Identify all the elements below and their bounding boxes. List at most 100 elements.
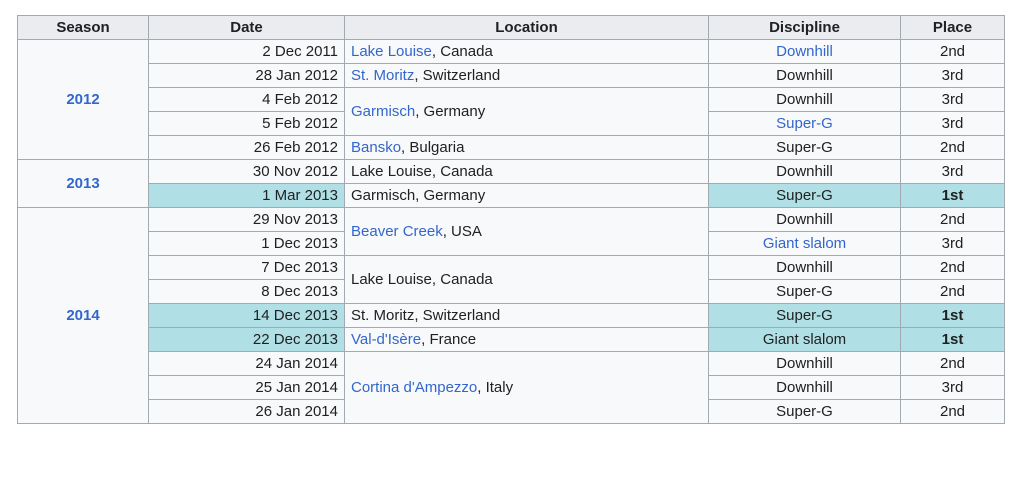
- date-cell: 22 Dec 2013: [148, 327, 345, 352]
- location-cell: Garmisch, Germany: [344, 87, 709, 136]
- table-row: 1 Dec 2013 Giant slalom 3rd: [18, 231, 1005, 256]
- place-cell: 1st: [900, 327, 1005, 352]
- location-cell: Garmisch, Germany: [344, 183, 709, 208]
- place-cell: 3rd: [900, 375, 1005, 400]
- date-cell: 1 Mar 2013: [148, 183, 345, 208]
- location-header: Location: [344, 15, 709, 40]
- season-cell: 2013: [17, 159, 149, 208]
- location-cell: Cortina d'Ampezzo, Italy: [344, 351, 709, 424]
- discipline-cell: Super-G: [708, 303, 901, 328]
- table-row: 2014 29 Nov 2013 Beaver Creek, USA Downh…: [17, 207, 1005, 424]
- table-row: 24 Jan 2014 Cortina d'Ampezzo, Italy Dow…: [18, 351, 1005, 424]
- date-cell: 26 Jan 2014: [148, 399, 345, 424]
- discipline-cell: Downhill: [708, 207, 901, 232]
- season-cell: 2014: [17, 207, 149, 424]
- discipline-cell: Downhill: [708, 375, 901, 400]
- location-link[interactable]: Cortina d'Ampezzo: [351, 379, 478, 396]
- location-link[interactable]: Bansko: [351, 139, 402, 156]
- location-link[interactable]: Val-d'Isère: [351, 331, 422, 348]
- location-link[interactable]: St. Moritz: [351, 67, 415, 84]
- table-row: 4 Feb 2012 Garmisch, Germany Downhill 3r…: [18, 87, 1005, 136]
- location-country: , Germany: [415, 103, 486, 120]
- date-cell: 29 Nov 2013: [148, 207, 345, 232]
- place-cell: 2nd: [900, 399, 1005, 424]
- place-cell: 3rd: [900, 63, 1005, 88]
- results-table: Season Date Location Discipline Place 20…: [17, 15, 1005, 424]
- location-cell: St. Moritz, Switzerland: [344, 63, 709, 88]
- discipline-cell: Downhill: [708, 39, 901, 64]
- discipline-cell: Super-G: [708, 135, 901, 160]
- place-cell: 2nd: [900, 207, 1005, 232]
- table-row: 25 Jan 2014 Downhill 3rd: [18, 375, 1005, 400]
- place-cell: 3rd: [900, 231, 1005, 256]
- table-row: 2012 2 Dec 2011 Lake Louise, Canada Down…: [17, 39, 1005, 160]
- date-cell: 5 Feb 2012: [148, 111, 345, 136]
- location-cell: St. Moritz, Switzerland: [344, 303, 709, 328]
- table-row: 28 Jan 2012 St. Moritz, Switzerland Down…: [18, 63, 1005, 88]
- date-cell: 2 Dec 2011: [148, 39, 345, 64]
- date-cell: 8 Dec 2013: [148, 279, 345, 304]
- discipline-link[interactable]: Super-G: [776, 115, 833, 132]
- date-cell: 26 Feb 2012: [148, 135, 345, 160]
- table-row: 8 Dec 2013 Super-G 2nd: [18, 279, 1005, 304]
- location-link[interactable]: Garmisch: [351, 103, 416, 120]
- location-cell: Beaver Creek, USA: [344, 207, 709, 256]
- discipline-link[interactable]: Giant slalom: [762, 235, 847, 252]
- place-cell: 2nd: [900, 255, 1005, 280]
- location-link[interactable]: Beaver Creek: [351, 223, 443, 240]
- discipline-link[interactable]: Downhill: [776, 43, 833, 60]
- place-cell: 2nd: [900, 351, 1005, 376]
- discipline-cell: Downhill: [708, 159, 901, 184]
- location-link[interactable]: Lake Louise: [351, 43, 432, 60]
- date-cell: 1 Dec 2013: [148, 231, 345, 256]
- date-cell: 4 Feb 2012: [148, 87, 345, 112]
- place-cell: 3rd: [900, 111, 1005, 136]
- place-header: Place: [900, 15, 1005, 40]
- table-row: 1 Mar 2013 Garmisch, Germany Super-G 1st: [18, 183, 1005, 208]
- place-cell: 3rd: [900, 87, 1005, 112]
- table-row: 26 Feb 2012 Bansko, Bulgaria Super-G 2nd: [18, 135, 1005, 160]
- location-country: , Bulgaria: [401, 139, 465, 156]
- location-cell: Lake Louise, Canada: [344, 255, 709, 304]
- header-row: Season Date Location Discipline Place: [17, 15, 1005, 40]
- place-cell: 1st: [900, 183, 1005, 208]
- place-cell: 1st: [900, 303, 1005, 328]
- date-cell: 25 Jan 2014: [148, 375, 345, 400]
- discipline-cell: Downhill: [708, 351, 901, 376]
- location-country: , USA: [442, 223, 482, 240]
- discipline-cell: Super-G: [708, 399, 901, 424]
- location-cell: Bansko, Bulgaria: [344, 135, 709, 160]
- date-cell: 28 Jan 2012: [148, 63, 345, 88]
- season-header: Season: [17, 15, 149, 40]
- location-country: , Italy: [477, 379, 514, 396]
- location-cell: Lake Louise, Canada: [344, 39, 709, 64]
- table-row: 26 Jan 2014 Super-G 2nd: [18, 399, 1005, 424]
- season-link[interactable]: 2014: [66, 307, 100, 324]
- place-cell: 2nd: [900, 279, 1005, 304]
- discipline-cell: Downhill: [708, 255, 901, 280]
- season-link[interactable]: 2013: [66, 175, 100, 192]
- date-cell: 24 Jan 2014: [148, 351, 345, 376]
- location-country: , Canada: [431, 43, 493, 60]
- discipline-cell: Super-G: [708, 183, 901, 208]
- table-row: 2013 30 Nov 2012 Lake Louise, Canada Dow…: [17, 159, 1005, 208]
- location-cell: Lake Louise, Canada: [344, 159, 709, 184]
- date-cell: 30 Nov 2012: [148, 159, 345, 184]
- location-cell: Val-d'Isère, France: [344, 327, 709, 352]
- date-header: Date: [148, 15, 345, 40]
- discipline-cell: Downhill: [708, 87, 901, 112]
- table-row: 14 Dec 2013 St. Moritz, Switzerland Supe…: [18, 303, 1005, 328]
- discipline-cell: Super-G: [708, 279, 901, 304]
- date-cell: 14 Dec 2013: [148, 303, 345, 328]
- location-country: , Switzerland: [414, 67, 501, 84]
- table-row: 7 Dec 2013 Lake Louise, Canada Downhill …: [18, 255, 1005, 304]
- location-country: , France: [421, 331, 477, 348]
- discipline-cell: Giant slalom: [708, 231, 901, 256]
- season-cell: 2012: [17, 39, 149, 160]
- season-link[interactable]: 2012: [66, 91, 100, 108]
- place-cell: 3rd: [900, 159, 1005, 184]
- discipline-cell: Super-G: [708, 111, 901, 136]
- discipline-cell: Downhill: [708, 63, 901, 88]
- place-cell: 2nd: [900, 39, 1005, 64]
- discipline-cell: Giant slalom: [708, 327, 901, 352]
